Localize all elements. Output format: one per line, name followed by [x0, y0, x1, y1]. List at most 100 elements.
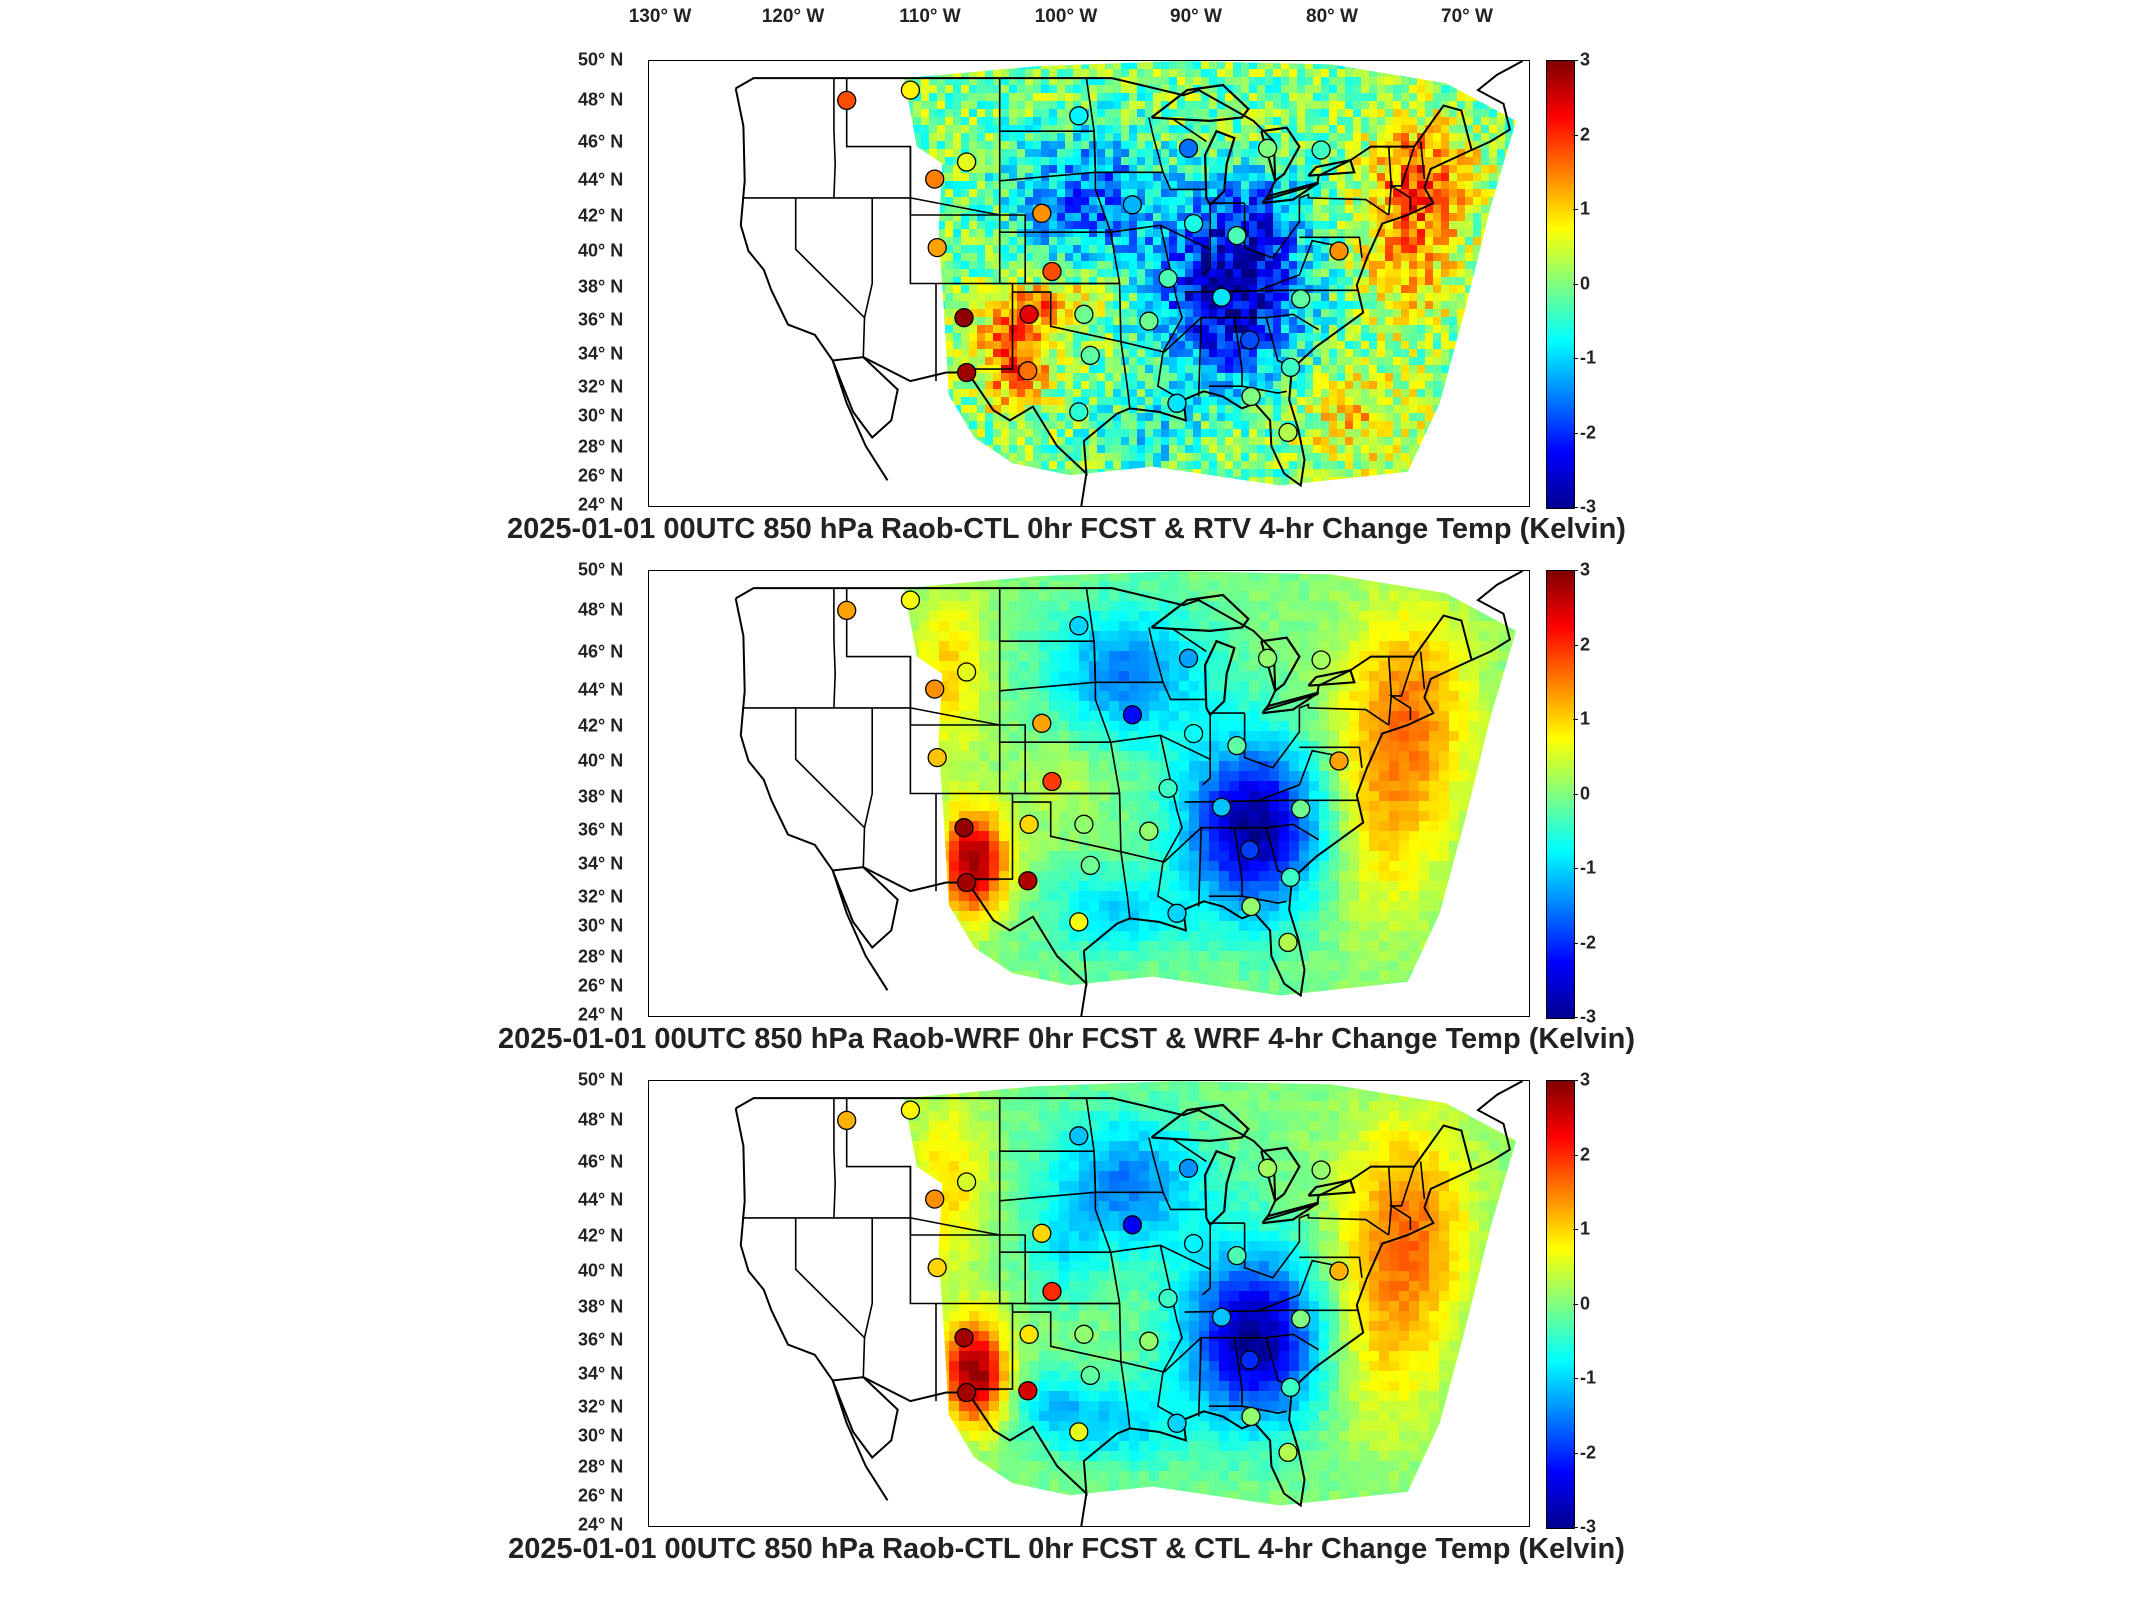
- raob-station-marker: [1139, 311, 1159, 331]
- latitude-tick-label: 26° N: [578, 975, 624, 996]
- raob-station-marker: [927, 1257, 947, 1278]
- raob-station-marker: [956, 1172, 977, 1192]
- raob-station-marker: [1018, 1381, 1038, 1401]
- colorbar-tick-mark: [1573, 1229, 1578, 1230]
- latitude-tick-label: 34° N: [578, 1363, 624, 1384]
- raob-station-marker: [956, 1382, 977, 1403]
- latitude-tick-label: 24° N: [578, 494, 624, 515]
- latitude-tick-label: 46° N: [578, 1151, 624, 1172]
- raob-station-marker: [1158, 1288, 1178, 1309]
- latitude-tick-label: 30° N: [578, 1425, 624, 1446]
- latitude-tick-label: 28° N: [578, 1456, 624, 1477]
- raob-station-marker: [1211, 1307, 1232, 1327]
- raob-station-marker: [1211, 287, 1232, 307]
- colorbar-tick-label: -2: [1580, 422, 1597, 442]
- colorbar-tick-label: 2: [1580, 1144, 1591, 1164]
- raob-station-marker: [1257, 648, 1278, 668]
- longitude-tick-label: 70° W: [1441, 6, 1493, 27]
- raob-station-marker: [925, 679, 945, 699]
- raob-station-marker: [900, 80, 921, 100]
- raob-station-marker: [1183, 213, 1204, 234]
- raob-station-marker: [1122, 1215, 1143, 1235]
- raob-station-marker: [1080, 855, 1100, 876]
- latitude-tick-label: 44° N: [578, 679, 624, 700]
- latitude-tick-label: 48° N: [578, 1109, 624, 1130]
- longitude-tick-label: 130° W: [628, 6, 692, 27]
- map-canvas: [734, 61, 1524, 506]
- raob-station-marker: [1042, 771, 1062, 792]
- raob-station-marker: [1329, 751, 1349, 771]
- latitude-tick-label: 30° N: [578, 915, 624, 936]
- latitude-tick-label: 48° N: [578, 599, 624, 620]
- raob-station-marker: [956, 662, 977, 682]
- colorbar-tick-mark: [1573, 432, 1578, 434]
- latitude-tick-label: 34° N: [578, 853, 624, 874]
- raob-station-marker: [1080, 345, 1100, 366]
- raob-stations: [837, 590, 1349, 953]
- longitude-tick-label: 80° W: [1306, 6, 1358, 27]
- colorbar-tick-mark: [1573, 283, 1578, 285]
- colorbar-tick-label: 1: [1580, 198, 1591, 219]
- longitude-tick-label: 100° W: [1034, 6, 1098, 27]
- raob-station-marker: [1178, 1158, 1199, 1178]
- colorbar-tick-mark: [1573, 942, 1578, 944]
- raob-station-marker: [1069, 106, 1089, 126]
- raob-station-marker: [1018, 361, 1038, 381]
- latitude-tick-label: 42° N: [578, 1225, 624, 1246]
- latitude-tick-label: 36° N: [578, 819, 624, 840]
- raob-station-marker: [1178, 648, 1199, 668]
- political-boundaries: [734, 571, 1524, 1016]
- latitude-tick-label: 44° N: [578, 1189, 624, 1210]
- latitude-tick-label: 42° N: [578, 205, 624, 226]
- latitude-tick-label: 48° N: [578, 89, 624, 110]
- raob-station-marker: [1019, 1324, 1039, 1344]
- raob-station-marker: [1167, 1413, 1187, 1433]
- raob-station-marker: [954, 308, 974, 328]
- colorbar-tick-mark: [1573, 209, 1578, 210]
- map-canvas: [734, 571, 1524, 1016]
- longitude-tick-label: 120° W: [761, 6, 825, 27]
- longitude-tick-label: 90° W: [1170, 6, 1222, 27]
- latitude-tick-label: 40° N: [578, 750, 624, 771]
- colorbar-tick-label: 1: [1580, 708, 1591, 729]
- latitude-tick-label: 38° N: [578, 1296, 624, 1317]
- raob-station-marker: [900, 590, 921, 610]
- colorbar-tick-mark: [1573, 134, 1578, 136]
- raob-station-marker: [1227, 225, 1247, 246]
- raob-station-marker: [1311, 1160, 1331, 1180]
- raob-station-marker: [1227, 735, 1247, 756]
- raob-station-marker: [837, 1110, 857, 1131]
- raob-station-marker: [1074, 814, 1094, 834]
- raob-station-marker: [1311, 650, 1331, 670]
- latitude-tick-label: 50° N: [578, 1069, 624, 1090]
- latitude-tick-label: 28° N: [578, 946, 624, 967]
- raob-station-marker: [1329, 1261, 1349, 1281]
- raob-station-marker: [1018, 871, 1038, 891]
- colorbar-tick-label: 0: [1580, 1293, 1591, 1313]
- colorbar-tick-label: 2: [1580, 124, 1591, 144]
- raob-station-marker: [1211, 797, 1232, 817]
- raob-station-marker: [1158, 268, 1178, 289]
- colorbar-tick-mark: [1573, 868, 1578, 869]
- raob-station-marker: [954, 818, 974, 838]
- map-canvas: [734, 1081, 1524, 1526]
- latitude-tick-label: 50° N: [578, 49, 624, 70]
- raob-station-marker: [1139, 1331, 1159, 1351]
- latitude-tick-label: 26° N: [578, 465, 624, 486]
- latitude-tick-label: 40° N: [578, 1260, 624, 1281]
- raob-station-marker: [1257, 1158, 1278, 1178]
- latitude-tick-label: 38° N: [578, 276, 624, 297]
- colorbar-tick-mark: [1573, 1017, 1578, 1018]
- latitude-tick-label: 26° N: [578, 1485, 624, 1506]
- latitude-tick-label: 46° N: [578, 641, 624, 662]
- raob-station-marker: [1074, 1324, 1094, 1344]
- map-frame: [648, 1080, 1530, 1527]
- colorbar-tick-label: -3: [1580, 1516, 1597, 1537]
- map-frame: [648, 60, 1530, 507]
- raob-station-marker: [925, 1189, 945, 1209]
- colorbar-tick-label: -1: [1580, 1367, 1597, 1388]
- raob-station-marker: [927, 237, 947, 258]
- raob-station-marker: [1240, 330, 1260, 350]
- raob-station-marker: [1032, 713, 1052, 733]
- raob-station-marker: [1080, 1365, 1100, 1386]
